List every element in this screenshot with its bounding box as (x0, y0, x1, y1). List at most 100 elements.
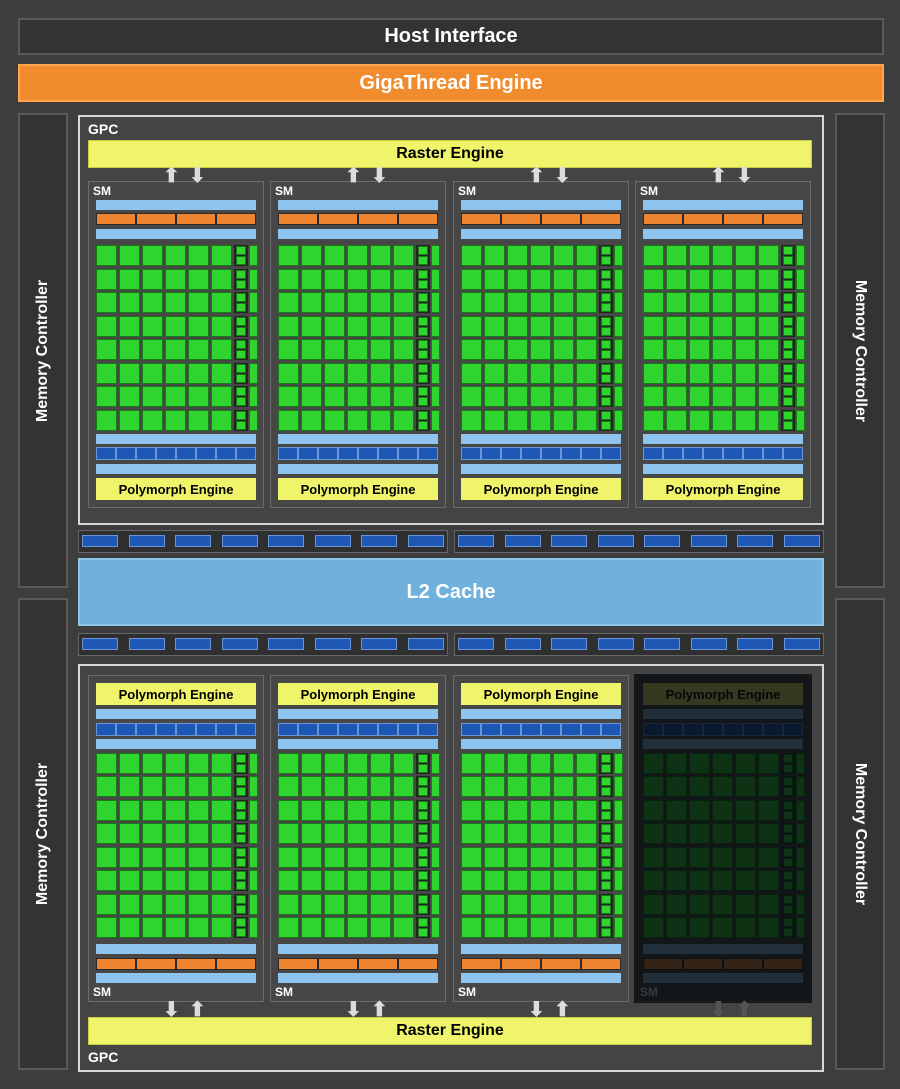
texture-unit (116, 723, 136, 736)
texture-unit (236, 723, 256, 736)
warp-scheduler-cell (541, 958, 581, 970)
cuda-core (278, 268, 299, 290)
cuda-core (576, 409, 597, 431)
cuda-core (461, 409, 482, 431)
cuda-core (211, 362, 232, 384)
cuda-core (484, 752, 505, 774)
cuda-core (689, 409, 710, 431)
load-store-unit (601, 857, 611, 867)
cuda-core (758, 339, 779, 360)
load-store-unit (783, 293, 793, 302)
cuda-core (347, 752, 368, 774)
sfu-unit (249, 386, 258, 407)
cuda-core (324, 846, 345, 868)
sfu-unit (249, 870, 258, 891)
load-store-unit (418, 410, 428, 420)
texture-unit (723, 447, 743, 460)
cuda-core (119, 799, 140, 821)
cuda-core (165, 362, 186, 384)
cuda-core (370, 799, 391, 821)
cuda-core (576, 893, 597, 915)
cuda-core (324, 268, 345, 290)
cuda-core (735, 292, 756, 313)
cuda-core (188, 339, 209, 360)
l2-link (361, 535, 398, 547)
warp-scheduler-cell (216, 213, 256, 225)
cuda-core (666, 386, 687, 407)
sfu-unit (614, 776, 623, 797)
l2-link (504, 638, 541, 650)
texture-unit (136, 723, 156, 736)
cuda-core (530, 268, 551, 290)
sfu-unit (431, 917, 440, 938)
sfu-unit (614, 893, 623, 915)
cuda-core (211, 339, 232, 360)
cuda-core (461, 823, 482, 844)
cuda-core (758, 315, 779, 337)
l1-cache-bar (96, 464, 256, 474)
cuda-core (507, 268, 528, 290)
cuda-core (393, 339, 414, 360)
load-store-unit (601, 363, 611, 373)
cuda-core (370, 893, 391, 915)
load-store-unit (236, 834, 246, 843)
texture-unit (338, 723, 358, 736)
sfu-unit (614, 846, 623, 868)
instruction-cache-bar (461, 200, 621, 210)
load-store-unit (601, 316, 611, 326)
sfu-unit (796, 315, 805, 337)
warp-scheduler-cell (176, 213, 216, 225)
cuda-core (393, 846, 414, 868)
l1-cache-bar (461, 464, 621, 474)
dataflow-arrow-icon: ⬆ (163, 165, 180, 187)
load-store-unit (783, 363, 793, 373)
load-store-unit (783, 340, 793, 349)
load-store-unit (236, 350, 246, 359)
cuda-core (165, 776, 186, 797)
load-store-unit (601, 410, 611, 420)
texture-unit (358, 447, 378, 460)
cuda-core (370, 362, 391, 384)
cuda-core (735, 409, 756, 431)
warp-scheduler-cell (216, 958, 256, 970)
memory-controller-label: Memory Controller (852, 279, 869, 422)
memory-controller-top-left: Memory Controller (18, 113, 68, 588)
interconnect-bar (461, 739, 621, 749)
polymorph-engine: Polymorph Engine (278, 683, 438, 705)
cuda-core (301, 315, 322, 337)
sfu-unit (431, 799, 440, 821)
load-store-unit (236, 316, 246, 326)
cuda-core (370, 315, 391, 337)
cuda-core (484, 362, 505, 384)
texture-unit (196, 447, 216, 460)
load-store-unit (783, 316, 793, 326)
l2-link (690, 638, 727, 650)
texture-unit (643, 447, 663, 460)
load-store-unit (783, 387, 793, 396)
sfu-unit (614, 823, 623, 844)
cuda-core (211, 846, 232, 868)
cuda-core (119, 362, 140, 384)
cuda-core (735, 315, 756, 337)
cuda-core (576, 292, 597, 313)
texture-unit (521, 447, 541, 460)
dataflow-arrow-icon: ⬇ (528, 999, 545, 1021)
texture-unit (703, 447, 723, 460)
cuda-core (211, 315, 232, 337)
cuda-core (278, 870, 299, 891)
l2-link (644, 638, 681, 650)
dataflow-arrow-icon: ⬇ (163, 999, 180, 1021)
load-store-unit (236, 410, 246, 420)
load-store-unit (601, 787, 611, 796)
cuda-core (507, 846, 528, 868)
cuda-core (643, 386, 664, 407)
cuda-core (119, 245, 140, 266)
cuda-core (553, 245, 574, 266)
cuda-core (142, 870, 163, 891)
sfu-unit (249, 268, 258, 290)
cuda-core (666, 362, 687, 384)
cuda-core (758, 245, 779, 266)
cuda-core (393, 386, 414, 407)
l2-link (361, 638, 398, 650)
cuda-core (301, 409, 322, 431)
